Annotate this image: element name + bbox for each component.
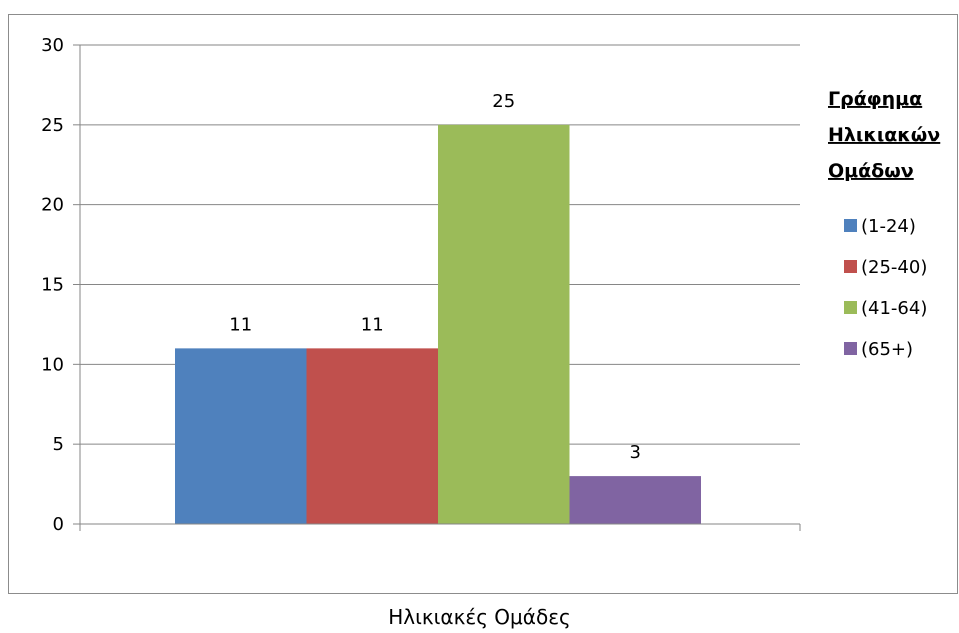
legend-title-line-3: Ομάδων <box>828 160 914 182</box>
bar-1 <box>175 348 307 524</box>
bar-chart: 0 5 10 15 20 25 30 11 11 25 3 Γράφημα Ηλικιακών Ομ… <box>41 35 940 535</box>
y-tick-label: 30 <box>41 35 64 56</box>
y-tick-label: 5 <box>53 434 64 455</box>
legend-title-line-2: Ηλικιακών <box>828 124 940 146</box>
x-axis-title: Ηλικιακές Ομάδες <box>388 605 571 629</box>
y-tick-label: 0 <box>53 514 64 535</box>
data-label: 11 <box>361 314 384 335</box>
bar-2 <box>306 348 438 524</box>
bar-3 <box>438 124 570 524</box>
legend-swatch <box>844 219 857 232</box>
legend-label: (65+) <box>861 339 913 360</box>
y-tick-label: 25 <box>41 115 64 136</box>
y-tick-label: 15 <box>41 275 64 296</box>
data-label: 25 <box>492 91 515 112</box>
legend-swatch <box>844 301 857 314</box>
data-label: 3 <box>630 442 641 463</box>
bar-4 <box>569 476 701 524</box>
y-tick-label: 10 <box>41 354 64 375</box>
legend-label: (1-24) <box>861 216 916 237</box>
legend-label: (25-40) <box>861 257 927 278</box>
legend-title-line-1: Γράφημα <box>828 88 922 110</box>
data-label: 11 <box>229 314 252 335</box>
y-tick-label: 20 <box>41 195 64 216</box>
legend-swatch <box>844 260 857 273</box>
legend-swatch <box>844 342 857 355</box>
legend-label: (41-64) <box>861 298 927 319</box>
